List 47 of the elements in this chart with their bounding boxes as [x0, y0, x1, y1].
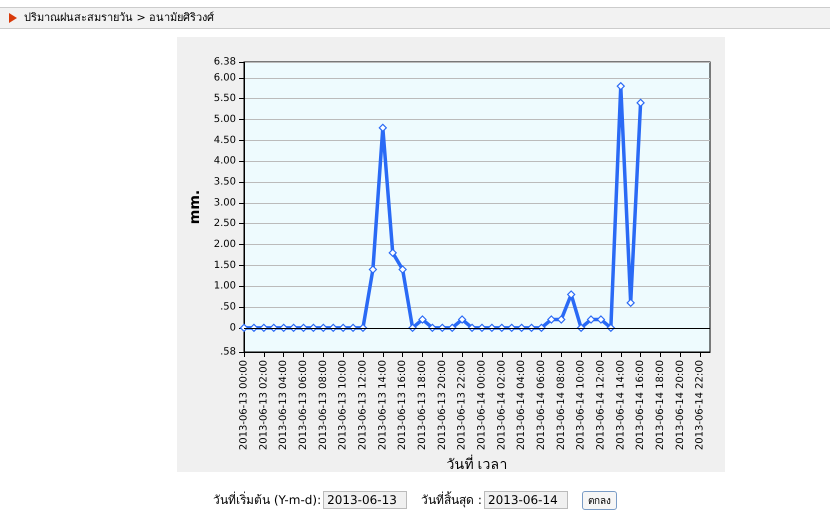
x-tick-label: 2013-06-13 02:00	[258, 360, 270, 450]
y-tick-label: 1.00	[214, 280, 236, 292]
x-tick-label: 2013-06-13 16:00	[397, 360, 408, 450]
x-tick-label: 2013-06-13 08:00	[318, 360, 329, 450]
x-tick-label: 2013-06-13 22:00	[456, 360, 468, 450]
x-tick-label: 2013-06-13 14:00	[377, 360, 388, 450]
y-tick-label: 3.50	[214, 176, 236, 188]
x-tick-label: 2013-06-14 12:00	[595, 360, 606, 450]
x-tick-label: 2013-06-13 12:00	[357, 360, 368, 450]
x-tick-label: 2013-06-14 20:00	[674, 360, 686, 450]
x-tick-label: 2013-06-14 08:00	[556, 360, 567, 450]
y-tick-label: 5.50	[214, 93, 236, 104]
x-axis-title: วันที่ เวลา	[446, 455, 508, 473]
text: 2013-06-13	[323, 491, 408, 509]
x-tick-label: 2013-06-13 20:00	[436, 360, 448, 450]
text: วันที่เริ่มต้น (Y-m-d):	[213, 493, 322, 507]
y-tick-label: 2.00	[214, 238, 236, 250]
y-tick-label: 1.50	[214, 260, 236, 271]
y-tick-label: 4.50	[214, 134, 236, 146]
x-tick-label: 2013-06-14 00:00	[476, 360, 488, 450]
y-tick-label: 6.38	[214, 56, 236, 68]
x-tick-label: 2013-06-13 10:00	[338, 360, 349, 450]
y-tick-label: 4.00	[214, 156, 236, 167]
y-tick-label: 2.50	[214, 218, 236, 230]
x-tick-label: 2013-06-14 14:00	[615, 360, 626, 450]
y-tick-label: 0	[230, 322, 236, 334]
text: ปริมาณฝนสะสมรายวัน > อนามัยศิริวงศ์	[24, 10, 214, 26]
y-tick-label: 5.00	[214, 114, 236, 125]
y-axis-title: mm.	[187, 190, 203, 224]
x-tick-label: 2013-06-13 00:00	[238, 360, 250, 450]
x-tick-label: 2013-06-14 06:00	[536, 360, 547, 450]
x-tick-label: 2013-06-14 16:00	[635, 360, 646, 450]
y-tick-label: .58	[220, 346, 236, 358]
x-tick-label: 2013-06-13 18:00	[416, 360, 428, 450]
x-tick-label: 2013-06-14 02:00	[496, 360, 508, 450]
x-tick-label: 2013-06-14 22:00	[694, 360, 706, 450]
y-tick-label: 3.00	[214, 197, 236, 208]
text: วันที่สิ้นสุด :	[421, 493, 482, 507]
y-tick-label: .50	[220, 301, 236, 312]
x-tick-label: 2013-06-14 18:00	[654, 360, 666, 450]
y-tick-label: 6.00	[214, 72, 236, 84]
text: ตกลง	[582, 491, 617, 510]
x-tick-label: 2013-06-14 10:00	[576, 360, 587, 450]
x-tick-label: 2013-06-13 06:00	[298, 360, 309, 450]
x-tick-label: 2013-06-13 04:00	[278, 360, 290, 450]
x-tick-label: 2013-06-14 04:00	[516, 360, 528, 450]
text: 2013-06-14	[484, 491, 568, 509]
